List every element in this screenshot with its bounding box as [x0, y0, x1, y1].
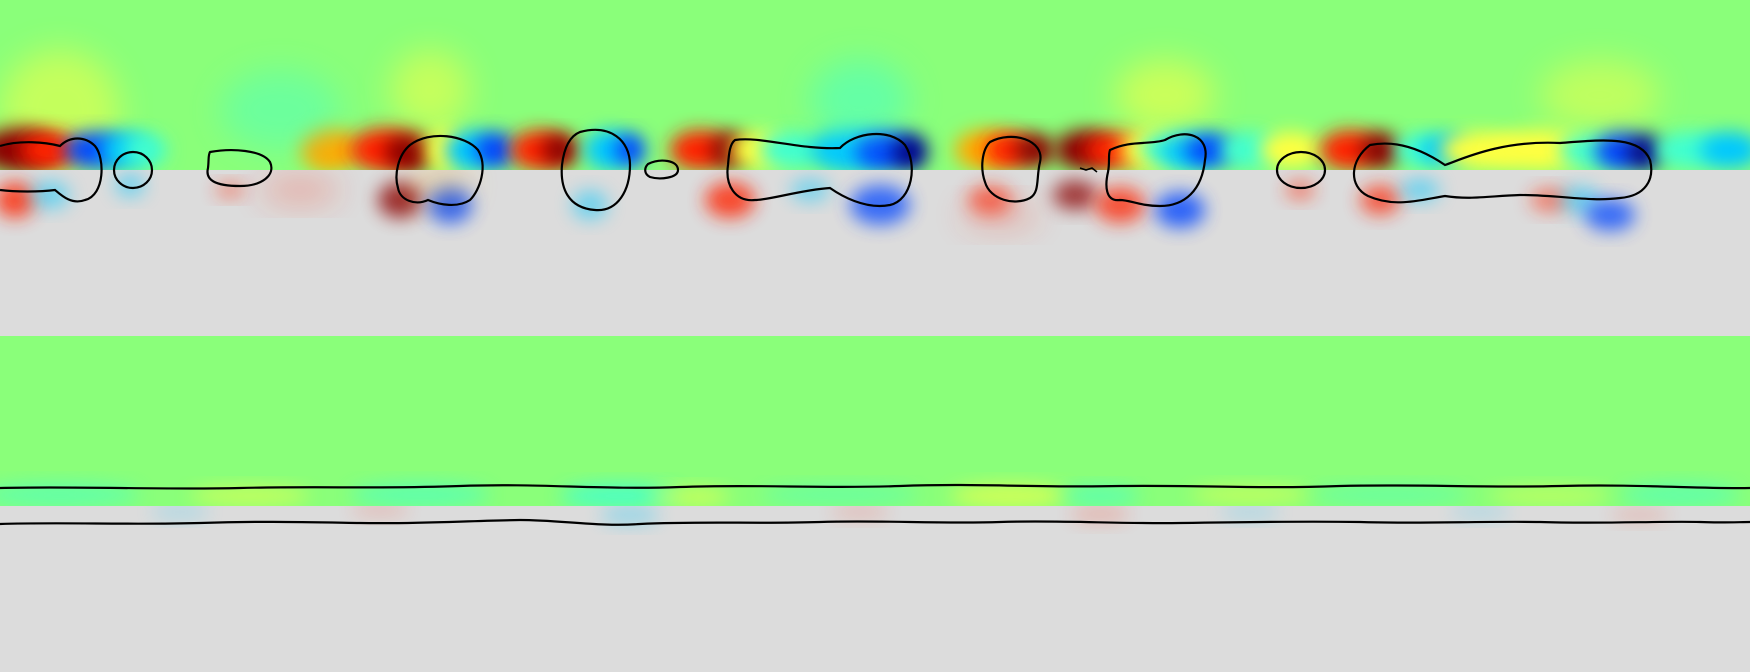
- droplet-10: [1275, 150, 1327, 190]
- bot-upper-blobs-lobe-2: [350, 483, 490, 506]
- top-lower-blobs-lobe-2: [115, 173, 145, 197]
- droplet-8: [981, 135, 1042, 203]
- bot-upper-blobs-lobe-3: [560, 484, 680, 506]
- top-lower-blobs-lobe-4: [378, 182, 422, 218]
- top-upper-blobs-lobe-47: [1540, 60, 1660, 130]
- bot-upper-blobs-lobe-9: [1310, 485, 1470, 505]
- interface-upper-line: [0, 483, 1750, 490]
- bot-upper-blobs-lobe-5: [760, 485, 920, 505]
- top-lower-blobs-lobe-17: [1400, 178, 1440, 202]
- droplet-6: [644, 159, 680, 180]
- interface-lower-line: [0, 518, 1750, 526]
- droplet-4: [395, 134, 484, 206]
- bot-lower-blobs-lobe-6: [1450, 506, 1510, 520]
- bot-upper-blobs-lobe-7: [1060, 486, 1140, 506]
- bot-lower-blobs-lobe-1: [350, 506, 410, 518]
- top-upper-blobs-lobe-5: [123, 134, 167, 166]
- top-lower-blobs-lobe-7: [572, 190, 608, 220]
- bot-upper-blobs-lobe-8: [1190, 485, 1310, 505]
- top-upper-blobs-lobe-37: [1360, 132, 1400, 168]
- top-upper-blobs-lobe-26: [1015, 134, 1055, 166]
- bot-upper-blobs-lobe-6: [950, 484, 1070, 506]
- bot-lower-blobs-lobe-4: [1070, 506, 1130, 524]
- panel-bottom-lower-field: [0, 506, 1750, 672]
- top-upper-blobs-lobe-32: [1185, 134, 1235, 166]
- panel-bottom-velocity-lobes: [0, 483, 1740, 506]
- panel-top-velocity-lobes: [0, 50, 1750, 170]
- top-upper-blobs-lobe-48: [810, 60, 910, 140]
- droplet-9: [1105, 133, 1207, 208]
- droplet-1: [0, 137, 103, 203]
- top-lower-blobs-lobe-18: [1530, 188, 1570, 212]
- top-lower-blobs-lobe-15: [1285, 180, 1315, 200]
- top-lower-blobs-lobe-22: [960, 200, 1040, 230]
- panel-bottom: [0, 336, 1750, 672]
- top-upper-blobs-lobe-41: [1490, 130, 1590, 170]
- bot-upper-blobs-lobe-4: [650, 487, 730, 506]
- top-lower-blobs-lobe-12: [1053, 180, 1097, 210]
- top-upper-blobs-lobe-12: [390, 50, 470, 130]
- top-lower-blobs-lobe-20: [1585, 199, 1635, 231]
- bot-upper-blobs-lobe-1: [190, 486, 310, 506]
- top-upper-blobs-lobe-8: [385, 132, 435, 170]
- top-upper-blobs-lobe-20: [760, 132, 820, 168]
- top-upper-blobs-lobe-14: [542, 134, 578, 166]
- droplet-11: [1352, 139, 1653, 204]
- bot-lower-blobs-lobe-3: [830, 506, 890, 520]
- panel-bottom-interface: [0, 483, 1750, 526]
- top-upper-blobs-lobe-23: [892, 134, 928, 170]
- bot-lower-blobs-lobe-7: [1610, 507, 1670, 523]
- top-upper-blobs-lobe-49: [220, 70, 340, 150]
- top-lower-blobs-lobe-21: [260, 176, 340, 204]
- droplet-7: [726, 132, 913, 208]
- panel-top-vorticity-lobes: [0, 170, 1635, 231]
- bot-lower-blobs-lobe-0: [150, 506, 210, 520]
- droplet-3: [206, 149, 273, 188]
- panel-top-interface: [0, 128, 1653, 212]
- panel-bottom-upper-field: [0, 336, 1750, 506]
- top-upper-blobs-lobe-11: [475, 132, 515, 168]
- top-lower-blobs-lobe-6: [410, 170, 470, 205]
- top-lower-blobs-lobe-14: [1155, 192, 1205, 228]
- bot-lower-blobs-lobe-5: [1220, 506, 1280, 520]
- top-lower-blobs-lobe-13: [1095, 187, 1145, 223]
- panel-bottom-vorticity-lobes: [150, 506, 1670, 525]
- top-lower-blobs-lobe-1: [30, 181, 70, 209]
- panel-top: [0, 0, 1750, 231]
- droplet-2: [112, 150, 154, 190]
- droplet-5: [560, 128, 632, 212]
- droplet-12-fragment: [1079, 167, 1098, 173]
- top-lower-blobs-lobe-8: [705, 182, 755, 218]
- top-upper-blobs-lobe-33: [1115, 60, 1215, 130]
- bot-lower-blobs-lobe-2: [600, 506, 660, 525]
- top-upper-blobs-lobe-46: [1700, 132, 1750, 168]
- top-upper-blobs-lobe-35: [1260, 132, 1320, 168]
- bot-upper-blobs-lobe-10: [1490, 486, 1610, 506]
